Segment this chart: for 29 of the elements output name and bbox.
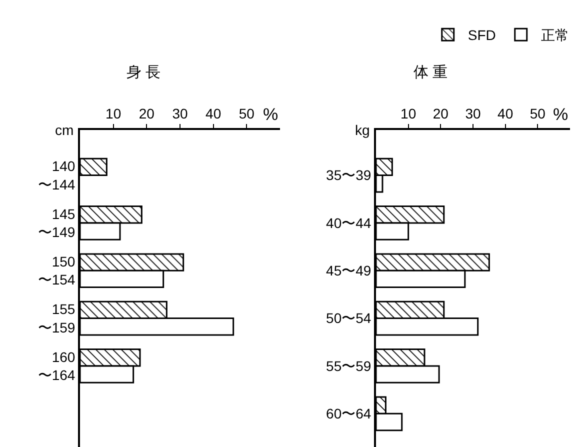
y-axis-title: cm: [55, 122, 74, 138]
y-tick-label: 155 〜159: [38, 301, 76, 336]
y-tick-label: 50〜54: [326, 310, 372, 326]
x-tick-label: 20: [432, 105, 449, 122]
y-tick-label: 35〜39: [326, 167, 372, 184]
y-tick-label: 40〜44: [326, 214, 372, 231]
y-tick-label: 160 〜164: [38, 348, 76, 383]
y-tick-label: 150 〜154: [38, 253, 76, 288]
x-tick-label: 40: [498, 105, 514, 122]
y-tick-label: 60〜64: [326, 406, 372, 422]
chart-title: 体 重: [413, 64, 448, 81]
x-tick-label: 30: [465, 105, 481, 122]
legend-label: 正常: [540, 27, 569, 44]
y-tick-label: 145 〜149: [38, 206, 76, 240]
x-tick-label: 30: [172, 105, 188, 122]
chart-title: 身 長: [126, 64, 161, 81]
y-axis-title: kg: [355, 122, 370, 138]
y-tick-label: 140 〜144: [38, 158, 76, 192]
y-tick-label: 55〜59: [326, 358, 372, 374]
x-tick-label: 50: [530, 105, 546, 122]
x-axis-title: %: [553, 105, 568, 124]
x-tick-label: 10: [106, 105, 122, 122]
x-tick-label: 50: [238, 105, 255, 122]
text: SFD: [468, 27, 496, 44]
x-tick-label: 20: [138, 105, 155, 122]
x-axis-title: %: [263, 105, 278, 124]
x-tick-label: 10: [400, 105, 416, 122]
y-tick-label: 45〜49: [326, 262, 372, 279]
x-tick-label: 40: [206, 105, 222, 122]
